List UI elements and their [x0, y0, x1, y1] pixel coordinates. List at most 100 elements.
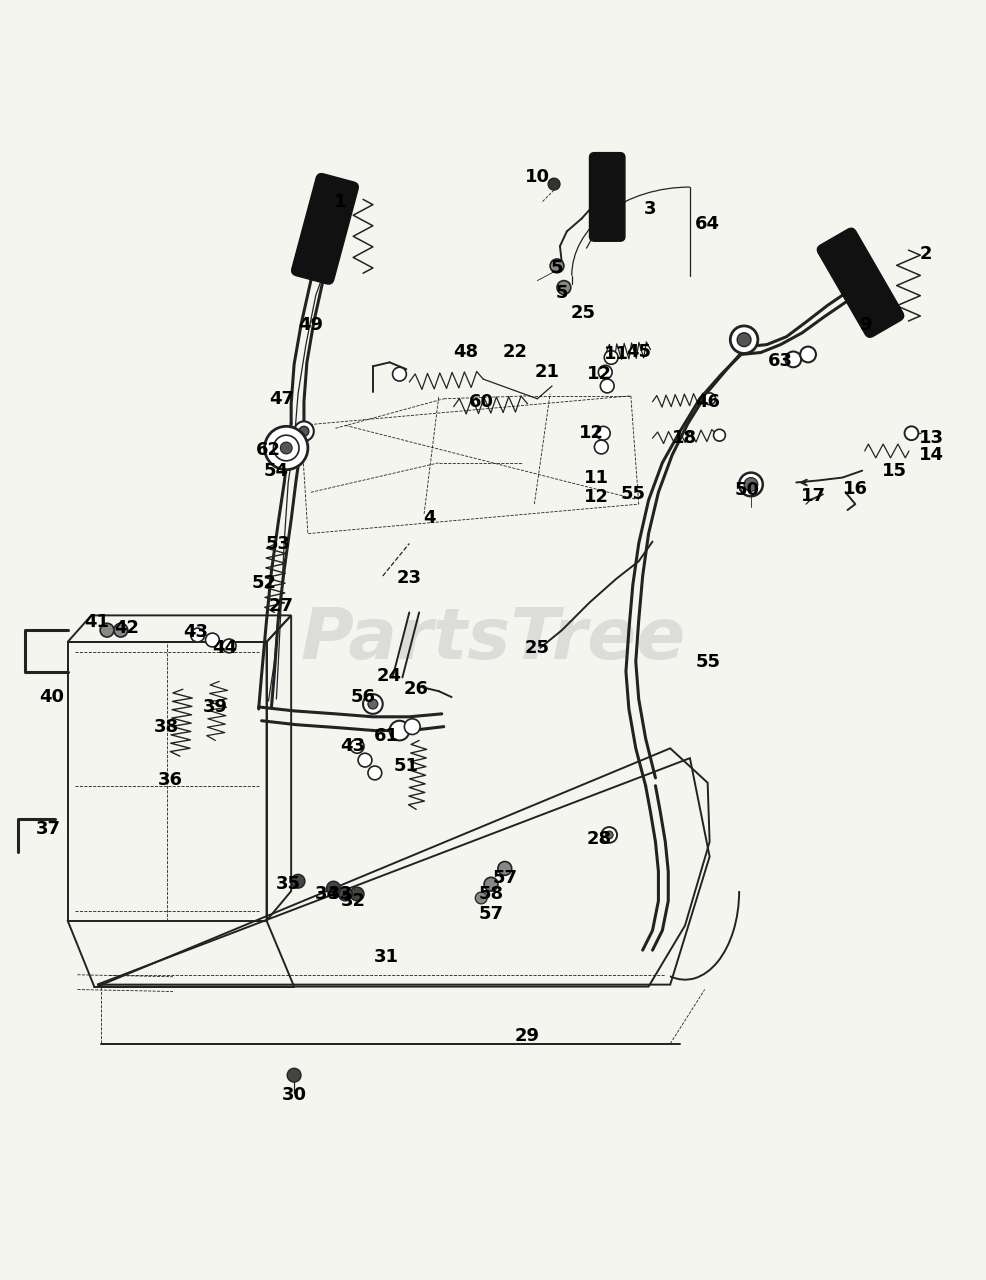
Circle shape — [801, 347, 816, 362]
Circle shape — [597, 426, 610, 440]
Circle shape — [786, 352, 802, 367]
Text: 56: 56 — [351, 689, 376, 707]
Circle shape — [358, 753, 372, 767]
Circle shape — [740, 472, 763, 497]
Text: 4: 4 — [423, 509, 435, 527]
Circle shape — [601, 827, 617, 842]
Text: 51: 51 — [393, 756, 419, 774]
Circle shape — [190, 628, 204, 643]
Text: 12: 12 — [584, 488, 609, 506]
FancyBboxPatch shape — [590, 152, 625, 241]
Circle shape — [205, 634, 219, 646]
Circle shape — [222, 639, 236, 653]
Text: 49: 49 — [299, 316, 323, 334]
Text: 5: 5 — [556, 284, 568, 302]
Circle shape — [550, 259, 564, 273]
Text: 46: 46 — [695, 393, 720, 411]
Text: 3: 3 — [644, 200, 657, 218]
Text: 40: 40 — [39, 689, 64, 707]
Text: 31: 31 — [374, 948, 399, 966]
Text: 13: 13 — [919, 429, 944, 447]
Text: 53: 53 — [266, 535, 291, 553]
Circle shape — [280, 442, 292, 454]
Text: 45: 45 — [626, 343, 651, 361]
Text: 30: 30 — [282, 1085, 307, 1103]
Text: 5: 5 — [551, 259, 563, 276]
Text: 36: 36 — [158, 771, 182, 788]
Text: 43: 43 — [183, 623, 208, 641]
Circle shape — [287, 1069, 301, 1082]
Text: 37: 37 — [35, 820, 60, 838]
Circle shape — [338, 887, 352, 901]
Circle shape — [404, 719, 420, 735]
Text: 54: 54 — [264, 462, 289, 480]
Circle shape — [704, 393, 716, 404]
Text: 50: 50 — [735, 481, 759, 499]
Text: 27: 27 — [269, 596, 294, 614]
Circle shape — [273, 435, 299, 461]
Text: 11: 11 — [584, 468, 609, 486]
Circle shape — [299, 426, 309, 436]
Text: 34: 34 — [316, 884, 340, 902]
Text: 9: 9 — [859, 316, 872, 334]
Circle shape — [600, 379, 614, 393]
Text: 64: 64 — [695, 215, 720, 233]
Text: 58: 58 — [478, 884, 504, 902]
Circle shape — [475, 892, 487, 904]
Text: 22: 22 — [502, 343, 528, 361]
Text: 14: 14 — [919, 445, 944, 463]
Circle shape — [904, 426, 918, 440]
Text: 18: 18 — [672, 429, 697, 447]
Circle shape — [731, 326, 758, 353]
Circle shape — [738, 333, 751, 347]
Text: 43: 43 — [341, 737, 366, 755]
Text: 57: 57 — [492, 869, 518, 887]
Text: 48: 48 — [453, 343, 478, 361]
Text: 21: 21 — [534, 364, 560, 381]
Text: 25: 25 — [525, 639, 550, 657]
Circle shape — [595, 440, 608, 454]
Text: 38: 38 — [154, 718, 178, 736]
Text: 17: 17 — [801, 488, 825, 506]
Text: 52: 52 — [252, 573, 277, 591]
Text: 41: 41 — [85, 613, 109, 631]
Circle shape — [368, 699, 378, 709]
Circle shape — [291, 874, 305, 888]
Circle shape — [368, 765, 382, 780]
Circle shape — [548, 178, 560, 189]
Text: 44: 44 — [213, 639, 238, 657]
Text: 39: 39 — [203, 698, 228, 716]
Circle shape — [605, 831, 613, 838]
Text: 1: 1 — [334, 193, 347, 211]
FancyBboxPatch shape — [817, 228, 904, 338]
Text: PartsTree: PartsTree — [301, 605, 685, 675]
Text: 26: 26 — [403, 680, 429, 698]
Circle shape — [101, 623, 114, 637]
Circle shape — [557, 280, 571, 294]
Circle shape — [599, 365, 612, 379]
Text: 15: 15 — [882, 462, 907, 480]
Text: 2: 2 — [920, 244, 933, 262]
Text: 16: 16 — [843, 480, 868, 498]
Text: 60: 60 — [468, 393, 494, 411]
Text: 12: 12 — [587, 365, 612, 383]
Text: 25: 25 — [571, 305, 597, 323]
Circle shape — [498, 861, 512, 876]
Text: 10: 10 — [525, 168, 550, 186]
Text: 23: 23 — [396, 570, 422, 588]
Circle shape — [363, 694, 383, 714]
Text: 47: 47 — [269, 390, 294, 408]
Circle shape — [744, 477, 758, 492]
Text: 32: 32 — [341, 892, 366, 910]
Text: 62: 62 — [256, 442, 281, 460]
Text: 57: 57 — [478, 905, 504, 923]
Text: 55: 55 — [695, 653, 720, 671]
Text: 42: 42 — [114, 620, 139, 637]
Text: 12: 12 — [579, 424, 604, 442]
Text: 33: 33 — [328, 884, 353, 902]
Circle shape — [389, 721, 409, 740]
Text: 63: 63 — [768, 352, 793, 370]
Text: 55: 55 — [620, 485, 645, 503]
Circle shape — [350, 887, 364, 901]
Text: 28: 28 — [587, 829, 612, 847]
